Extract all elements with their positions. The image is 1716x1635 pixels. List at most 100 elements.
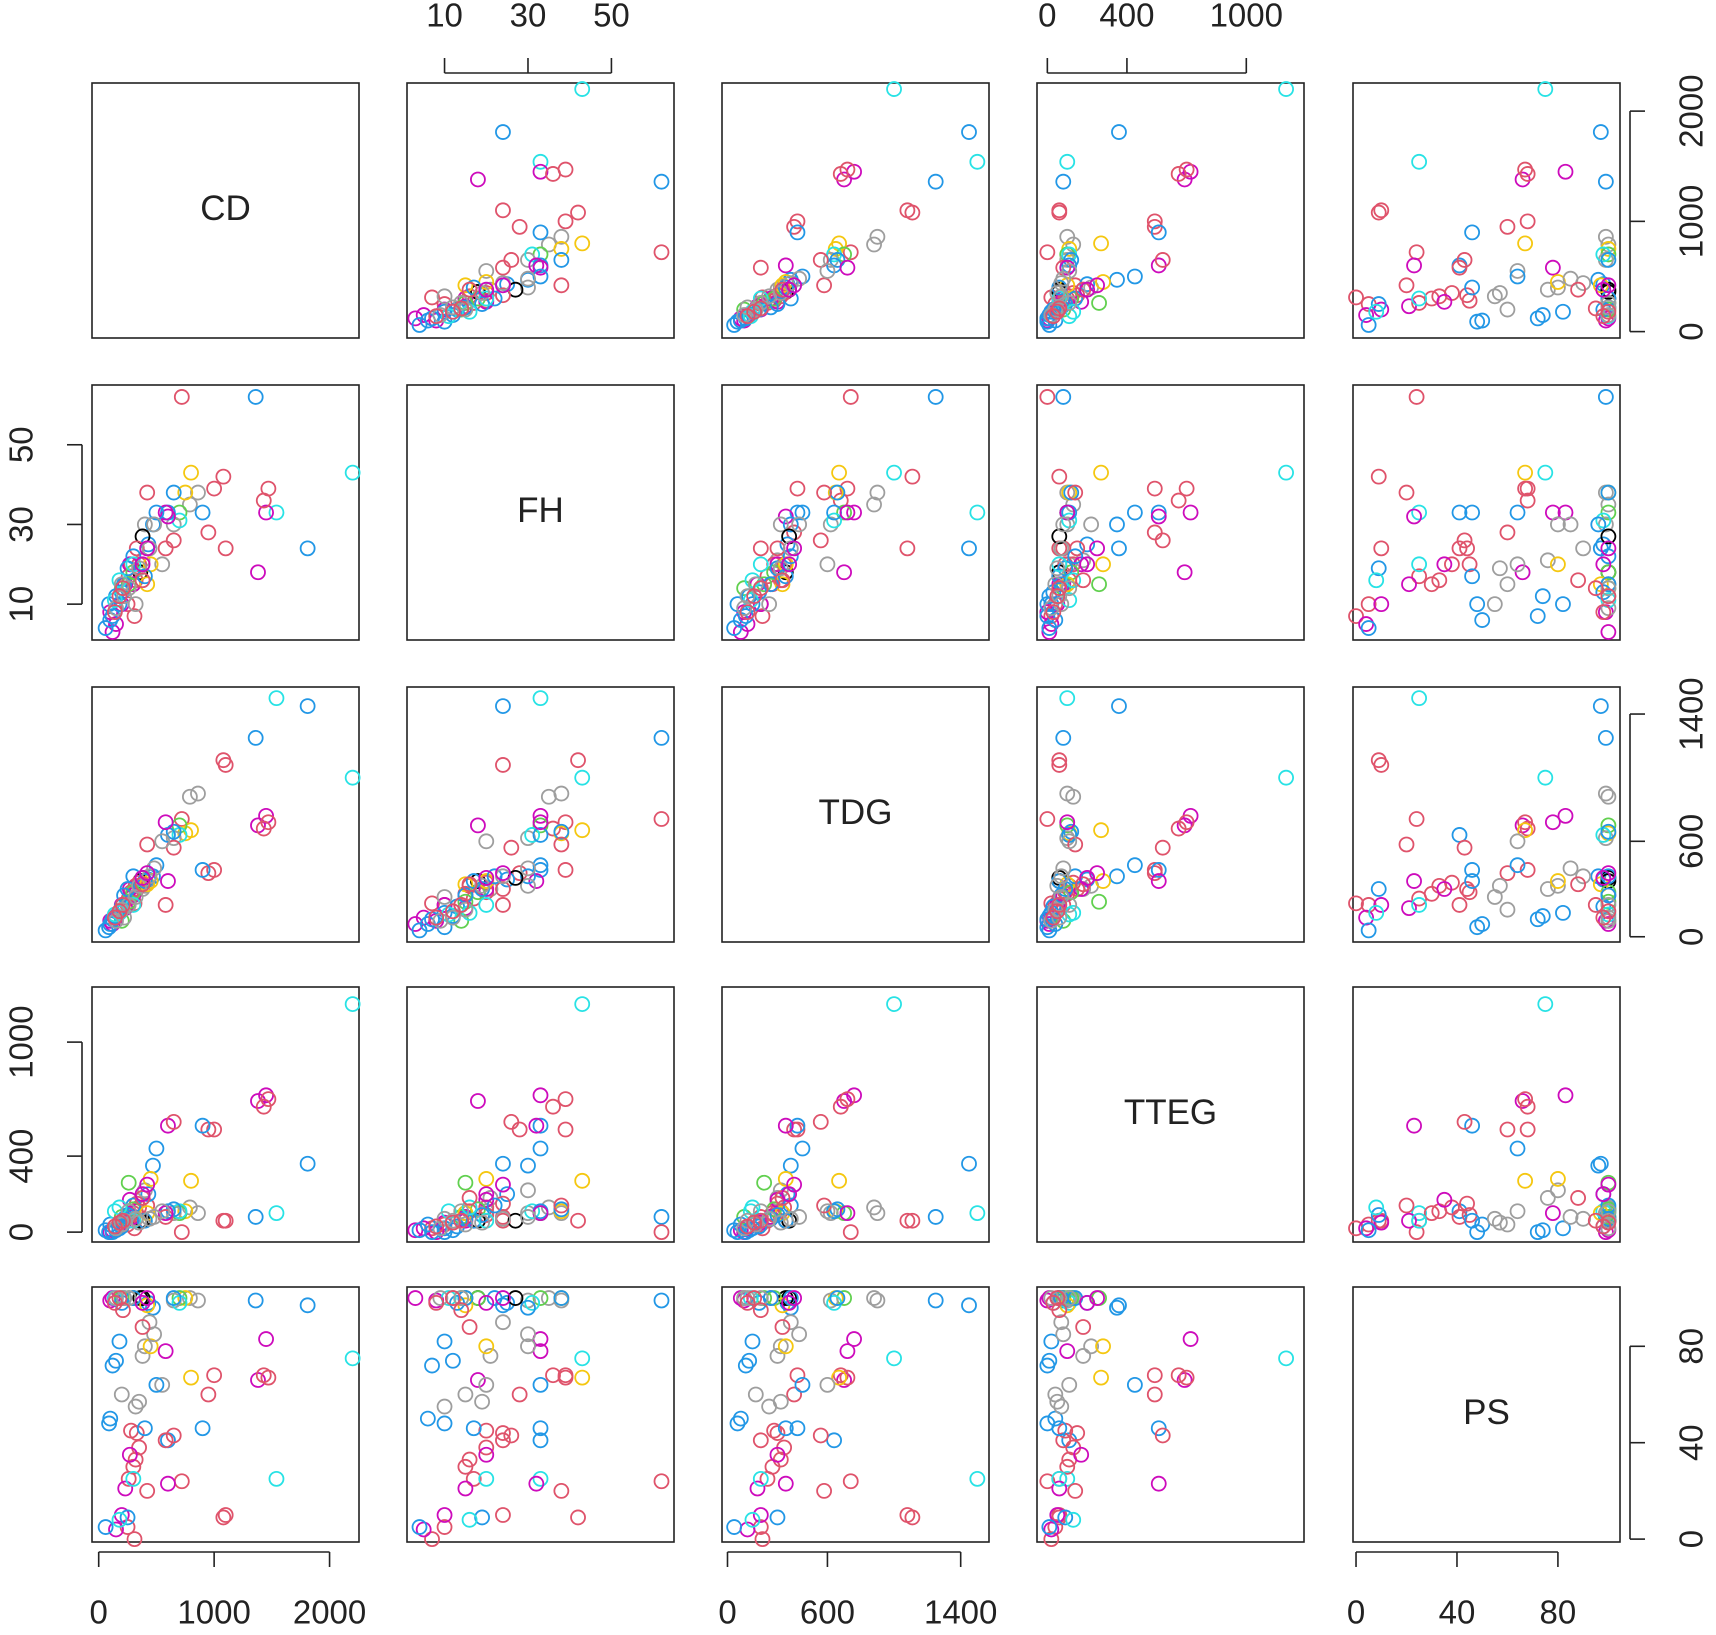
- point: [478, 1191, 495, 1208]
- point: [165, 1114, 182, 1130]
- point: [1170, 820, 1187, 837]
- point: [570, 1509, 586, 1526]
- point: [344, 769, 361, 786]
- point: [1469, 919, 1486, 936]
- point: [1178, 161, 1195, 178]
- point: [173, 389, 190, 405]
- point: [1600, 600, 1617, 617]
- point: [171, 512, 188, 529]
- point: [1061, 1376, 1078, 1393]
- point: [1555, 1220, 1571, 1237]
- point: [752, 1302, 769, 1319]
- point: [1491, 877, 1508, 894]
- point: [1509, 556, 1526, 573]
- y-tick-label: 2000: [1673, 74, 1710, 147]
- point: [752, 580, 769, 597]
- point: [1089, 277, 1105, 294]
- point: [126, 1531, 143, 1548]
- point: [532, 1140, 549, 1157]
- point: [1539, 552, 1556, 569]
- panel-frame: [1036, 82, 1305, 339]
- point: [215, 468, 232, 485]
- point: [165, 1427, 182, 1444]
- point: [819, 263, 836, 279]
- point: [842, 1473, 859, 1490]
- point: [503, 839, 520, 856]
- point: [532, 153, 549, 170]
- point: [411, 317, 428, 333]
- point: [532, 827, 549, 843]
- point: [832, 166, 849, 182]
- point: [1049, 588, 1066, 605]
- point: [794, 504, 811, 521]
- point: [1170, 492, 1187, 509]
- point: [97, 620, 114, 636]
- point: [1411, 290, 1428, 307]
- point: [194, 1117, 211, 1134]
- point: [822, 1292, 839, 1309]
- variable-label: TDG: [819, 793, 893, 832]
- point: [247, 730, 264, 746]
- point: [125, 1470, 142, 1487]
- point: [115, 580, 131, 597]
- point: [1555, 303, 1571, 320]
- point: [1595, 1218, 1612, 1235]
- point: [1600, 588, 1617, 605]
- point: [1491, 560, 1508, 577]
- point: [1550, 877, 1566, 894]
- point: [495, 897, 511, 913]
- point: [1600, 1214, 1617, 1231]
- point: [1051, 204, 1068, 221]
- point: [532, 1117, 549, 1134]
- point: [146, 1326, 163, 1343]
- panel-frame: [721, 384, 990, 641]
- point: [777, 1117, 794, 1134]
- point: [1370, 468, 1387, 485]
- panel-frame: [1036, 686, 1305, 943]
- point: [200, 1386, 217, 1403]
- point: [424, 1531, 440, 1548]
- point: [816, 277, 833, 294]
- point: [148, 504, 165, 521]
- point: [1176, 564, 1193, 581]
- point: [461, 1511, 478, 1528]
- point: [1436, 1191, 1453, 1208]
- point: [1051, 752, 1068, 769]
- point: [145, 1157, 161, 1174]
- point: [1182, 1331, 1199, 1347]
- point: [772, 560, 789, 577]
- point: [869, 484, 886, 501]
- x-tick-label: 0: [90, 1594, 108, 1631]
- point: [1499, 1121, 1516, 1138]
- point: [495, 1210, 511, 1227]
- point: [344, 996, 361, 1013]
- point: [1055, 730, 1072, 746]
- point: [486, 868, 503, 885]
- point: [1348, 608, 1364, 624]
- point: [1373, 1214, 1390, 1231]
- point: [1095, 556, 1111, 573]
- point: [1045, 604, 1062, 621]
- point: [1537, 464, 1554, 481]
- point: [1095, 873, 1111, 889]
- point: [106, 1218, 123, 1235]
- point: [474, 1509, 490, 1526]
- point: [744, 572, 761, 589]
- point: [1600, 548, 1617, 565]
- point: [108, 1521, 124, 1538]
- point: [739, 588, 756, 605]
- point: [247, 389, 264, 405]
- point: [1464, 873, 1481, 889]
- point: [794, 268, 811, 285]
- x-tick-label: 1000: [177, 1594, 250, 1631]
- point: [444, 303, 461, 320]
- point: [1411, 890, 1428, 907]
- panel-frame: [721, 686, 990, 943]
- point: [157, 1432, 174, 1449]
- point: [154, 1376, 171, 1393]
- point: [1051, 909, 1068, 926]
- point: [1562, 1209, 1579, 1225]
- point: [557, 1367, 574, 1384]
- point: [1461, 556, 1478, 573]
- point: [1039, 1473, 1056, 1490]
